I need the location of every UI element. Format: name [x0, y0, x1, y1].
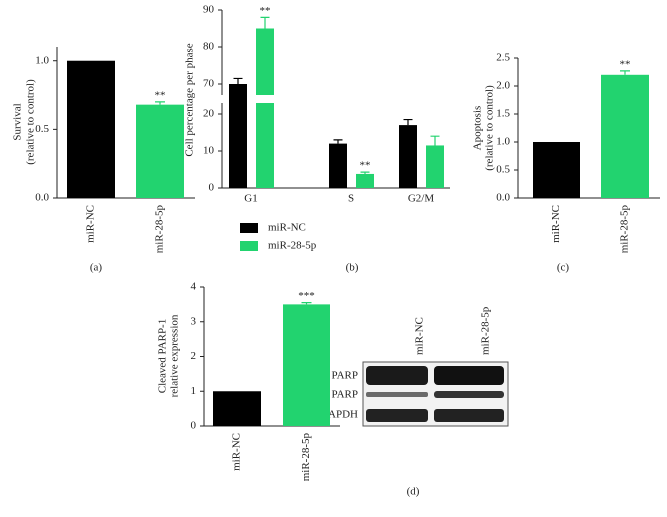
blot-column-label: miR-NC [414, 317, 426, 355]
y-axis-label: relative expression [169, 314, 181, 397]
error-bar [360, 171, 370, 174]
error-bar [333, 139, 343, 144]
significance-label: ** [620, 58, 631, 70]
y-axis-label: (relative to control) [25, 79, 37, 165]
y-axis-label: Cell percentage per phase [184, 43, 196, 156]
bar [601, 74, 649, 198]
y-tick-label: 1.0 [496, 136, 510, 148]
significance-label: *** [298, 290, 315, 302]
error-bar [301, 302, 312, 305]
x-tick-label: miR-28-5p [154, 205, 166, 254]
y-tick-label: 2 [191, 350, 197, 362]
y-tick-label: 0 [191, 420, 197, 432]
bar [229, 84, 247, 188]
bar [256, 28, 274, 188]
band [434, 366, 504, 385]
panel-label: (a) [90, 262, 103, 274]
y-tick-label: 3 [191, 315, 197, 327]
y-tick-label: 1.5 [496, 108, 510, 120]
x-tick-label: miR-28-5p [300, 433, 312, 482]
bar [399, 125, 417, 188]
y-tick-label: 1.0 [35, 54, 49, 66]
bar [67, 60, 115, 199]
x-tick-label: miR-NC [550, 205, 562, 243]
y-tick-label: 90 [203, 4, 215, 16]
y-tick-label: 10 [203, 145, 215, 157]
legend-swatch [240, 241, 258, 251]
y-tick-label: 0.5 [35, 123, 49, 135]
band [434, 409, 504, 422]
blot-row-label: PARP [331, 370, 358, 382]
x-tick-label: miR-28-5p [619, 205, 631, 254]
legend-swatch [240, 223, 258, 233]
axis-break [255, 95, 275, 103]
y-tick-label: 4 [191, 281, 197, 293]
y-tick-label: 70 [203, 78, 215, 90]
y-tick-label: 2.0 [496, 80, 510, 92]
band [366, 366, 428, 385]
y-axis-label: Cleaved PARP-1 [157, 319, 169, 393]
bar [533, 142, 580, 198]
y-axis-label: Survival [12, 103, 24, 140]
error-bar [233, 77, 243, 84]
error-bar [155, 101, 165, 105]
band [366, 409, 428, 422]
y-axis-label: Apoptosis [472, 106, 484, 151]
x-tick-label: miR-NC [85, 205, 97, 243]
panel-label: (d) [407, 486, 420, 498]
y-tick-label: 0.0 [496, 192, 510, 204]
x-tick-label: G1 [244, 193, 257, 205]
panel-label: (b) [346, 262, 359, 274]
band [366, 392, 428, 397]
bar [329, 143, 347, 188]
error-bar [430, 135, 440, 146]
legend-label: miR-NC [268, 222, 306, 234]
error-bar [260, 16, 270, 29]
significance-label: ** [260, 5, 271, 17]
error-bar [620, 70, 630, 75]
error-bar [403, 118, 413, 126]
significance-label: ** [155, 89, 166, 101]
x-tick-label: S [348, 193, 354, 205]
y-tick-label: 20 [203, 108, 215, 120]
y-tick-label: 80 [203, 41, 215, 53]
y-tick-label: 2.5 [496, 52, 510, 64]
x-tick-label: miR-NC [231, 433, 243, 471]
band [434, 391, 504, 398]
y-tick-label: 0.5 [496, 164, 510, 176]
bar [213, 391, 261, 426]
x-tick-label: G2/M [408, 193, 435, 205]
panel-label: (c) [557, 262, 570, 274]
bar [283, 304, 330, 426]
blot-column-label: miR-28-5p [480, 306, 492, 355]
bar [136, 104, 184, 198]
y-axis-label: (relative to control) [484, 85, 496, 171]
y-tick-label: 0.0 [35, 192, 49, 204]
western-blot: PARP Cleaved PARP GAPDH miR-NC miR-28-5p [293, 306, 509, 427]
bar [356, 173, 374, 188]
significance-label: ** [360, 160, 371, 172]
y-tick-label: 1 [191, 385, 197, 397]
y-tick-label: 0 [209, 182, 215, 194]
legend-label: miR-28-5p [268, 240, 317, 252]
bar [426, 145, 444, 188]
